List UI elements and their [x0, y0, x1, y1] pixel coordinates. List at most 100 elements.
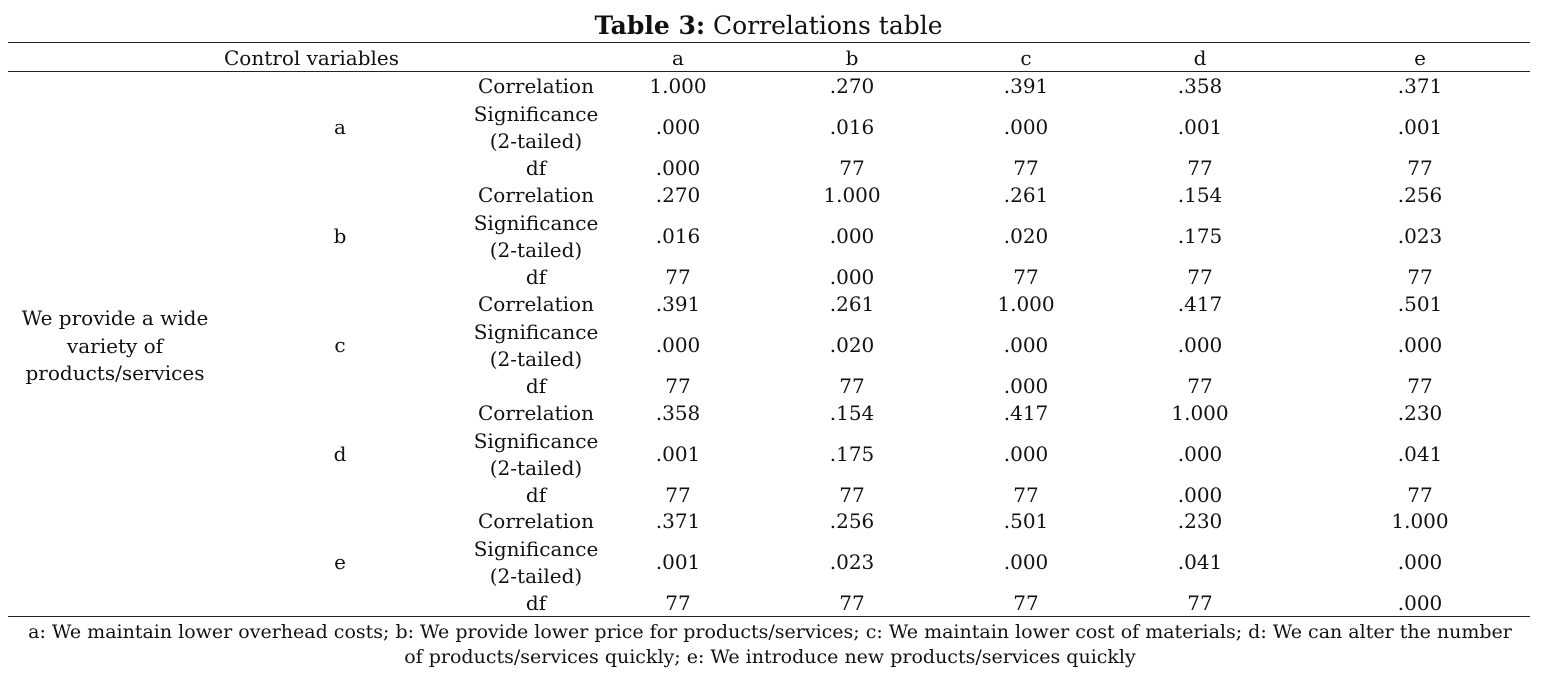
table-cell-b-df-e: 77: [1407, 265, 1433, 289]
table-cell-e-correlation-e: 1.000: [1391, 509, 1449, 533]
table-cell-e-correlation-c: .501: [1003, 509, 1049, 533]
table-cell-b-significance-e: .023: [1397, 224, 1443, 248]
table-cell-e-significance-a: .001: [655, 550, 701, 574]
table-cell-b-correlation-b: 1.000: [823, 183, 881, 207]
table-cell-c-correlation-b: .261: [829, 292, 875, 316]
stat-label-correlation: Correlation: [478, 509, 594, 533]
stat-label-correlation: Correlation: [478, 401, 594, 425]
table-cell-b-correlation-e: .256: [1397, 183, 1443, 207]
table-title: Table 3: Correlations table: [0, 10, 1537, 42]
stat-label-df: df: [525, 265, 547, 289]
bottom-rule: [8, 616, 1530, 617]
table-cell-d-significance-d: .000: [1177, 442, 1223, 466]
table-cell-a-correlation-d: .358: [1177, 74, 1223, 98]
stat-label-two-tailed: (2-tailed): [489, 456, 583, 480]
table-cell-b-significance-b: .000: [829, 224, 875, 248]
table-cell-a-df-b: 77: [839, 156, 865, 180]
table-cell-c-df-d: 77: [1187, 374, 1213, 398]
table-cell-a-significance-c: .000: [1003, 115, 1049, 139]
table-cell-e-df-e: .000: [1397, 591, 1443, 615]
table-cell-c-correlation-a: .391: [655, 292, 701, 316]
table-cell-d-df-a: 77: [665, 483, 691, 507]
stat-label-two-tailed: (2-tailed): [489, 347, 583, 371]
group-label-d: d: [333, 442, 347, 466]
group-label-e: e: [334, 550, 346, 574]
table-cell-c-df-a: 77: [665, 374, 691, 398]
table-number: Table 3:: [594, 11, 706, 40]
stat-label-significance: Significance: [473, 211, 599, 235]
top-rule: [8, 42, 1530, 43]
stat-label-significance: Significance: [473, 537, 599, 561]
table-cell-c-significance-d: .000: [1177, 333, 1223, 357]
control-variables-header: Control variables: [224, 46, 400, 70]
table-cell-b-significance-c: .020: [1003, 224, 1049, 248]
stat-label-two-tailed: (2-tailed): [489, 238, 583, 262]
table-cell-d-df-e: 77: [1407, 483, 1433, 507]
table-cell-c-significance-c: .000: [1003, 333, 1049, 357]
stat-label-df: df: [525, 374, 547, 398]
table-cell-a-correlation-c: .391: [1003, 74, 1049, 98]
table-cell-a-df-d: 77: [1187, 156, 1213, 180]
table-caption: Correlations table: [713, 11, 943, 40]
table-cell-c-correlation-c: 1.000: [997, 292, 1055, 316]
stat-label-correlation: Correlation: [478, 292, 594, 316]
table-cell-d-correlation-c: .417: [1003, 401, 1049, 425]
table-cell-e-significance-d: .041: [1177, 550, 1223, 574]
column-header-2: c: [1020, 46, 1032, 70]
stat-label-significance: Significance: [473, 102, 599, 126]
table-cell-e-correlation-b: .256: [829, 509, 875, 533]
table-cell-a-correlation-a: 1.000: [649, 74, 707, 98]
header-rule: [8, 71, 1530, 72]
table-cell-d-significance-a: .001: [655, 442, 701, 466]
row-header-variable: We provide a wide variety of products/se…: [21, 306, 209, 385]
table-cell-d-correlation-b: .154: [829, 401, 875, 425]
table-cell-b-df-a: 77: [665, 265, 691, 289]
stat-label-significance: Significance: [473, 429, 599, 453]
table-cell-c-significance-a: .000: [655, 333, 701, 357]
stat-label-correlation: Correlation: [478, 183, 594, 207]
table-cell-a-significance-a: .000: [655, 115, 701, 139]
table-cell-d-significance-e: .041: [1397, 442, 1443, 466]
table-cell-e-df-a: 77: [665, 591, 691, 615]
table-cell-c-df-c: .000: [1003, 374, 1049, 398]
table-cell-d-correlation-d: 1.000: [1171, 401, 1229, 425]
group-label-c: c: [334, 333, 346, 357]
table-cell-a-significance-d: .001: [1177, 115, 1223, 139]
column-header-0: a: [672, 46, 684, 70]
table-cell-e-significance-b: .023: [829, 550, 875, 574]
table-cell-a-significance-e: .001: [1397, 115, 1443, 139]
table-cell-d-df-c: 77: [1013, 483, 1039, 507]
table-cell-b-significance-d: .175: [1177, 224, 1223, 248]
stat-label-correlation: Correlation: [478, 74, 594, 98]
table-cell-e-significance-e: .000: [1397, 550, 1443, 574]
table-cell-b-df-d: 77: [1187, 265, 1213, 289]
table-cell-e-significance-c: .000: [1003, 550, 1049, 574]
stat-label-two-tailed: (2-tailed): [489, 129, 583, 153]
table-cell-c-df-b: 77: [839, 374, 865, 398]
group-label-a: a: [334, 115, 346, 139]
table-cell-b-correlation-a: .270: [655, 183, 701, 207]
table-cell-b-correlation-c: .261: [1003, 183, 1049, 207]
stat-label-significance: Significance: [473, 320, 599, 344]
stat-label-df: df: [525, 483, 547, 507]
table-cell-e-df-c: 77: [1013, 591, 1039, 615]
stat-label-two-tailed: (2-tailed): [489, 564, 583, 588]
table-cell-e-correlation-a: .371: [655, 509, 701, 533]
group-label-b: b: [333, 224, 347, 248]
table-cell-c-correlation-d: .417: [1177, 292, 1223, 316]
stat-label-df: df: [525, 591, 547, 615]
table-cell-b-df-c: 77: [1013, 265, 1039, 289]
table-cell-b-df-b: .000: [829, 265, 875, 289]
column-header-4: e: [1414, 46, 1426, 70]
table-cell-d-df-b: 77: [839, 483, 865, 507]
table-cell-a-df-e: 77: [1407, 156, 1433, 180]
table-cell-c-significance-e: .000: [1397, 333, 1443, 357]
stat-label-df: df: [525, 156, 547, 180]
table-cell-a-significance-b: .016: [829, 115, 875, 139]
table-cell-c-significance-b: .020: [829, 333, 875, 357]
table-cell-a-correlation-e: .371: [1397, 74, 1443, 98]
column-header-1: b: [845, 46, 859, 70]
table-cell-a-df-c: 77: [1013, 156, 1039, 180]
table-cell-d-correlation-e: .230: [1397, 401, 1443, 425]
table-footnote: a: We maintain lower overhead costs; b: …: [28, 621, 1512, 668]
